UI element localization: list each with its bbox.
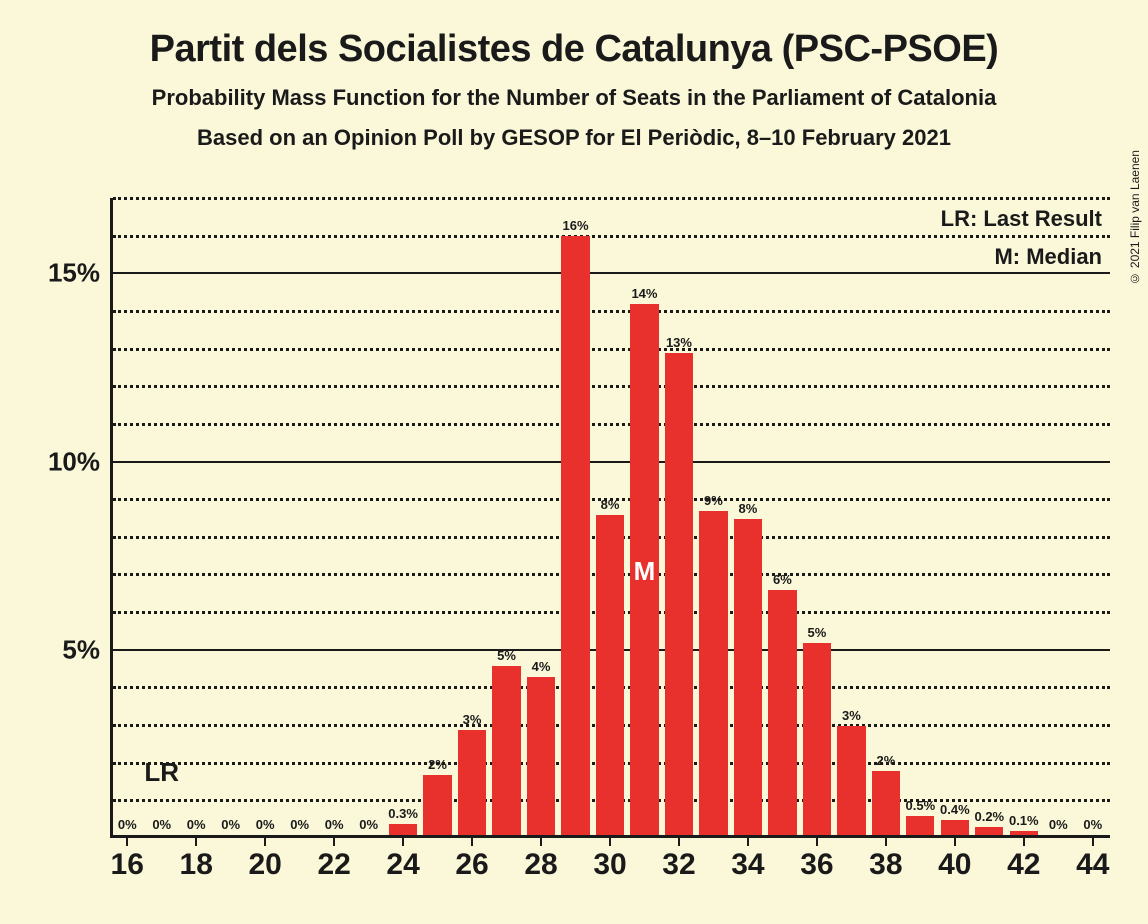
bar-value-label: 0% <box>187 817 206 832</box>
x-tick-label: 16 <box>111 848 144 882</box>
gridline-minor <box>113 197 1110 200</box>
bar-value-label: 14% <box>631 286 657 301</box>
x-tick-label: 38 <box>869 848 902 882</box>
x-tick-mark <box>1023 838 1025 846</box>
bar-value-label: 0% <box>256 817 275 832</box>
bar-value-label: 0.3% <box>388 806 418 821</box>
bar <box>803 643 831 835</box>
x-tick-label: 26 <box>455 848 488 882</box>
y-tick-label: 10% <box>48 446 100 477</box>
bar <box>561 236 589 835</box>
x-tick-label: 42 <box>1007 848 1040 882</box>
chart-subtitle-2: Based on an Opinion Poll by GESOP for El… <box>0 111 1148 151</box>
x-tick-label: 18 <box>180 848 213 882</box>
x-tick-label: 32 <box>662 848 695 882</box>
bar-value-label: 3% <box>463 712 482 727</box>
bar-value-label: 0% <box>118 817 137 832</box>
bar-value-label: 0% <box>1083 817 1102 832</box>
bar-value-label: 0% <box>290 817 309 832</box>
x-tick-mark <box>126 838 128 846</box>
y-tick-label: 15% <box>48 258 100 289</box>
x-tick-label: 36 <box>800 848 833 882</box>
x-tick-mark <box>540 838 542 846</box>
gridline-minor <box>113 310 1110 313</box>
bar <box>423 775 451 835</box>
x-tick-mark <box>333 838 335 846</box>
x-tick-label: 34 <box>731 848 764 882</box>
bar-value-label: 5% <box>497 648 516 663</box>
y-axis-line <box>110 198 113 838</box>
legend-median: M: Median <box>994 244 1102 270</box>
x-tick-label: 20 <box>248 848 281 882</box>
chart-title: Partit dels Socialistes de Catalunya (PS… <box>0 0 1148 71</box>
x-tick-mark <box>816 838 818 846</box>
x-tick-label: 30 <box>593 848 626 882</box>
gridline-minor <box>113 235 1110 238</box>
bar-value-label: 3% <box>842 708 861 723</box>
bar-value-label: 0% <box>1049 817 1068 832</box>
bar <box>734 519 762 835</box>
bar <box>699 511 727 835</box>
x-tick-mark <box>195 838 197 846</box>
bar-value-label: 0% <box>221 817 240 832</box>
x-tick-label: 28 <box>524 848 557 882</box>
x-tick-mark <box>885 838 887 846</box>
x-tick-mark <box>954 838 956 846</box>
bar-value-label: 16% <box>563 218 589 233</box>
bar-value-label: 9% <box>704 493 723 508</box>
bar-value-label: 8% <box>601 497 620 512</box>
gridline-major <box>113 272 1110 274</box>
gridline-minor <box>113 423 1110 426</box>
bar-value-label: 0% <box>359 817 378 832</box>
x-tick-mark <box>264 838 266 846</box>
bar-value-label: 0% <box>152 817 171 832</box>
x-tick-label: 40 <box>938 848 971 882</box>
bar-value-label: 6% <box>773 572 792 587</box>
bar-value-label: 0.5% <box>906 798 936 813</box>
x-tick-label: 44 <box>1076 848 1109 882</box>
x-tick-mark <box>678 838 680 846</box>
bar <box>872 771 900 835</box>
x-tick-mark <box>471 838 473 846</box>
bar <box>906 816 934 835</box>
gridline-minor <box>113 348 1110 351</box>
bar <box>458 730 486 835</box>
x-tick-mark <box>609 838 611 846</box>
bar <box>975 827 1003 835</box>
bar-value-label: 8% <box>739 501 758 516</box>
x-tick-label: 22 <box>317 848 350 882</box>
copyright-text: © 2021 Filip van Laenen <box>1128 150 1142 285</box>
median-marker: M <box>634 556 656 587</box>
bar-value-label: 4% <box>532 659 551 674</box>
x-tick-mark <box>747 838 749 846</box>
chart-subtitle-1: Probability Mass Function for the Number… <box>0 71 1148 111</box>
bar <box>389 824 417 835</box>
bar <box>492 666 520 835</box>
bar <box>837 726 865 835</box>
gridline-minor <box>113 385 1110 388</box>
bar-value-label: 0.1% <box>1009 813 1039 828</box>
bar-value-label: 13% <box>666 335 692 350</box>
bar-value-label: 0% <box>325 817 344 832</box>
gridline-major <box>113 461 1110 463</box>
plot-area: LR: Last Result M: Median 0% 0% 0% 0% 0% 0% 0%… <box>110 198 1110 838</box>
bar <box>941 820 969 835</box>
bar-value-label: 2% <box>428 757 447 772</box>
bar <box>665 353 693 835</box>
bar-value-label: 0.4% <box>940 802 970 817</box>
bar <box>768 590 796 835</box>
bar <box>1010 831 1038 835</box>
x-tick-label: 24 <box>386 848 419 882</box>
y-tick-label: 5% <box>62 634 100 665</box>
x-tick-mark <box>1092 838 1094 846</box>
bar <box>596 515 624 835</box>
x-tick-mark <box>402 838 404 846</box>
bar-value-label: 0.2% <box>974 809 1004 824</box>
bar-value-label: 2% <box>876 753 895 768</box>
bar-value-label: 5% <box>807 625 826 640</box>
bar <box>527 677 555 835</box>
legend-last-result: LR: Last Result <box>941 206 1102 232</box>
last-result-marker: LR <box>144 757 179 788</box>
